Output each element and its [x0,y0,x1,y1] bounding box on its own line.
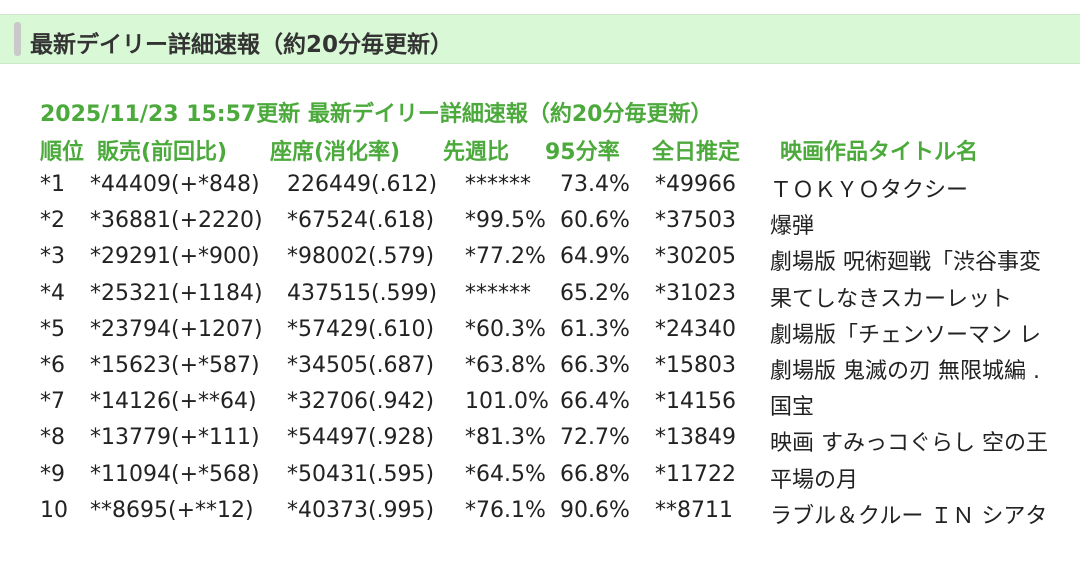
table-row: *6 *15623(+*587) *34505(.687) *63.8% 66.3% *1… [0,353,1080,389]
col-header-seats: 座席(消化率) [270,140,401,165]
top-strip [0,0,1080,10]
cell-estimate: *30205 [655,244,736,270]
cell-wow: *60.3% [465,316,546,342]
cell-rank: *5 [40,316,65,342]
col-header-estimate: 全日推定 [652,140,741,165]
table-row: *9 *11094(+*568) *50431(.595) *64.5% 66.8% *1… [0,462,1080,498]
cell-rank: *6 [40,353,65,378]
cell-rank: 10 [40,497,68,523]
cell-sales: *15623(+*587) [90,353,260,378]
col-header-title: 映画作品タイトル名 [780,140,979,165]
cell-seats: 226449(.612) [287,172,438,197]
cell-rate95: 61.3% [560,316,630,342]
cell-sales: *36881(+2220) [90,208,263,234]
cell-rate95: 64.9% [560,244,630,270]
cell-title: 爆弾 [770,214,815,240]
cell-estimate: *11722 [655,461,736,487]
cell-rank: *3 [40,244,65,270]
cell-sales: *11094(+*568) [90,461,260,487]
cell-rate95: 66.4% [560,389,630,415]
update-info-line: 2025/11/23 15:57更新 最新デイリー詳細速報（約20分毎更新） [40,102,713,127]
cell-rate95: 90.6% [560,497,630,523]
cell-rate95: 72.7% [560,425,630,451]
table-row: *3 *29291(+*900) *98002(.579) *77.2% 64.9% *3… [0,244,1080,280]
ranking-content: 2025/11/23 15:57更新 最新デイリー詳細速報（約20分毎更新） 順… [0,64,1080,587]
section-title: 最新デイリー詳細速報（約20分毎更新） [30,32,454,58]
cell-sales: *44409(+*848) [90,172,260,197]
cell-rate95: 66.3% [560,353,630,378]
cell-title: ラブル＆クルー ＩＮ シアタ [770,503,1048,529]
table-row: *7 *14126(+**64) *32706(.942) 101.0% 66.4% *1… [0,389,1080,425]
cell-title: 平場の月 [770,467,859,493]
cell-wow: ****** [465,280,531,306]
cell-seats: *67524(.618) [287,208,435,234]
cell-seats: *57429(.610) [287,316,435,342]
col-header-rank: 順位 [40,140,85,165]
cell-sales: *23794(+1207) [90,316,263,342]
cell-estimate: **8711 [655,497,733,523]
cell-sales: *29291(+*900) [90,244,260,270]
cell-seats: *54497(.928) [287,425,435,451]
cell-rank: *4 [40,280,65,306]
cell-sales: *14126(+**64) [90,389,257,415]
col-header-rate95: 95分率 [545,140,620,165]
table-row: *5 *23794(+1207) *57429(.610) *60.3% 61.3% *2… [0,317,1080,353]
cell-estimate: *14156 [655,389,736,415]
cell-rate95: 66.8% [560,461,630,487]
cell-wow: *64.5% [465,461,546,487]
cell-wow: 101.0% [465,389,549,415]
table-row: *1 *44409(+*848) 226449(.612) ****** 73.4% *4… [0,172,1080,208]
cell-estimate: *49966 [655,172,736,197]
cell-rank: *7 [40,389,65,415]
header-accent-bar [14,22,21,56]
cell-estimate: *15803 [655,353,736,378]
section-header: 最新デイリー詳細速報（約20分毎更新） [0,14,1080,64]
cell-wow: *77.2% [465,244,546,270]
table-row: *4 *25321(+1184) 437515(.599) ****** 65.2% *3… [0,281,1080,317]
cell-rank: *1 [40,172,65,197]
cell-sales: *13779(+*111) [90,425,260,451]
cell-rate95: 60.6% [560,208,630,234]
cell-estimate: *13849 [655,425,736,451]
cell-estimate: *24340 [655,316,736,342]
cell-seats: *98002(.579) [287,244,435,270]
cell-title: 劇場版 呪術廻戦「渋谷事変 [770,250,1041,276]
cell-seats: *40373(.995) [287,497,435,523]
cell-seats: *50431(.595) [287,461,435,487]
cell-title: ＴＯＫＹＯタクシー [770,178,969,203]
cell-rate95: 73.4% [560,172,630,197]
col-header-wow: 先週比 [443,140,510,165]
cell-wow: *76.1% [465,497,546,523]
cell-seats: *34505(.687) [287,353,435,378]
cell-wow: *99.5% [465,208,546,234]
cell-sales: *25321(+1184) [90,280,263,306]
table-row: 10 **8695(+**12) *40373(.995) *76.1% 90.6% **… [0,498,1080,534]
cell-rank: *8 [40,425,65,451]
col-header-sales: 販売(前回比) [97,140,228,165]
cell-title: 劇場版 鬼滅の刃 無限城編 . [770,359,1040,384]
cell-wow: ****** [465,172,531,197]
table-row: *8 *13779(+*111) *54497(.928) *81.3% 72.7% *1… [0,425,1080,461]
cell-estimate: *31023 [655,280,736,306]
cell-estimate: *37503 [655,208,736,234]
cell-title: 国宝 [770,395,815,421]
cell-title: 果てしなきスカーレット [770,286,1013,312]
table-row: *2 *36881(+2220) *67524(.618) *99.5% 60.6% *3… [0,208,1080,244]
cell-title: 劇場版「チェンソーマン レ [770,322,1041,348]
cell-rank: *9 [40,461,65,487]
cell-seats: *32706(.942) [287,389,435,415]
cell-sales: **8695(+**12) [90,497,254,523]
cell-title: 映画 すみっコぐらし 空の王 [770,431,1048,457]
cell-seats: 437515(.599) [287,280,438,306]
cell-rate95: 65.2% [560,280,630,306]
cell-rank: *2 [40,208,65,234]
cell-wow: *63.8% [465,353,546,378]
cell-wow: *81.3% [465,425,546,451]
